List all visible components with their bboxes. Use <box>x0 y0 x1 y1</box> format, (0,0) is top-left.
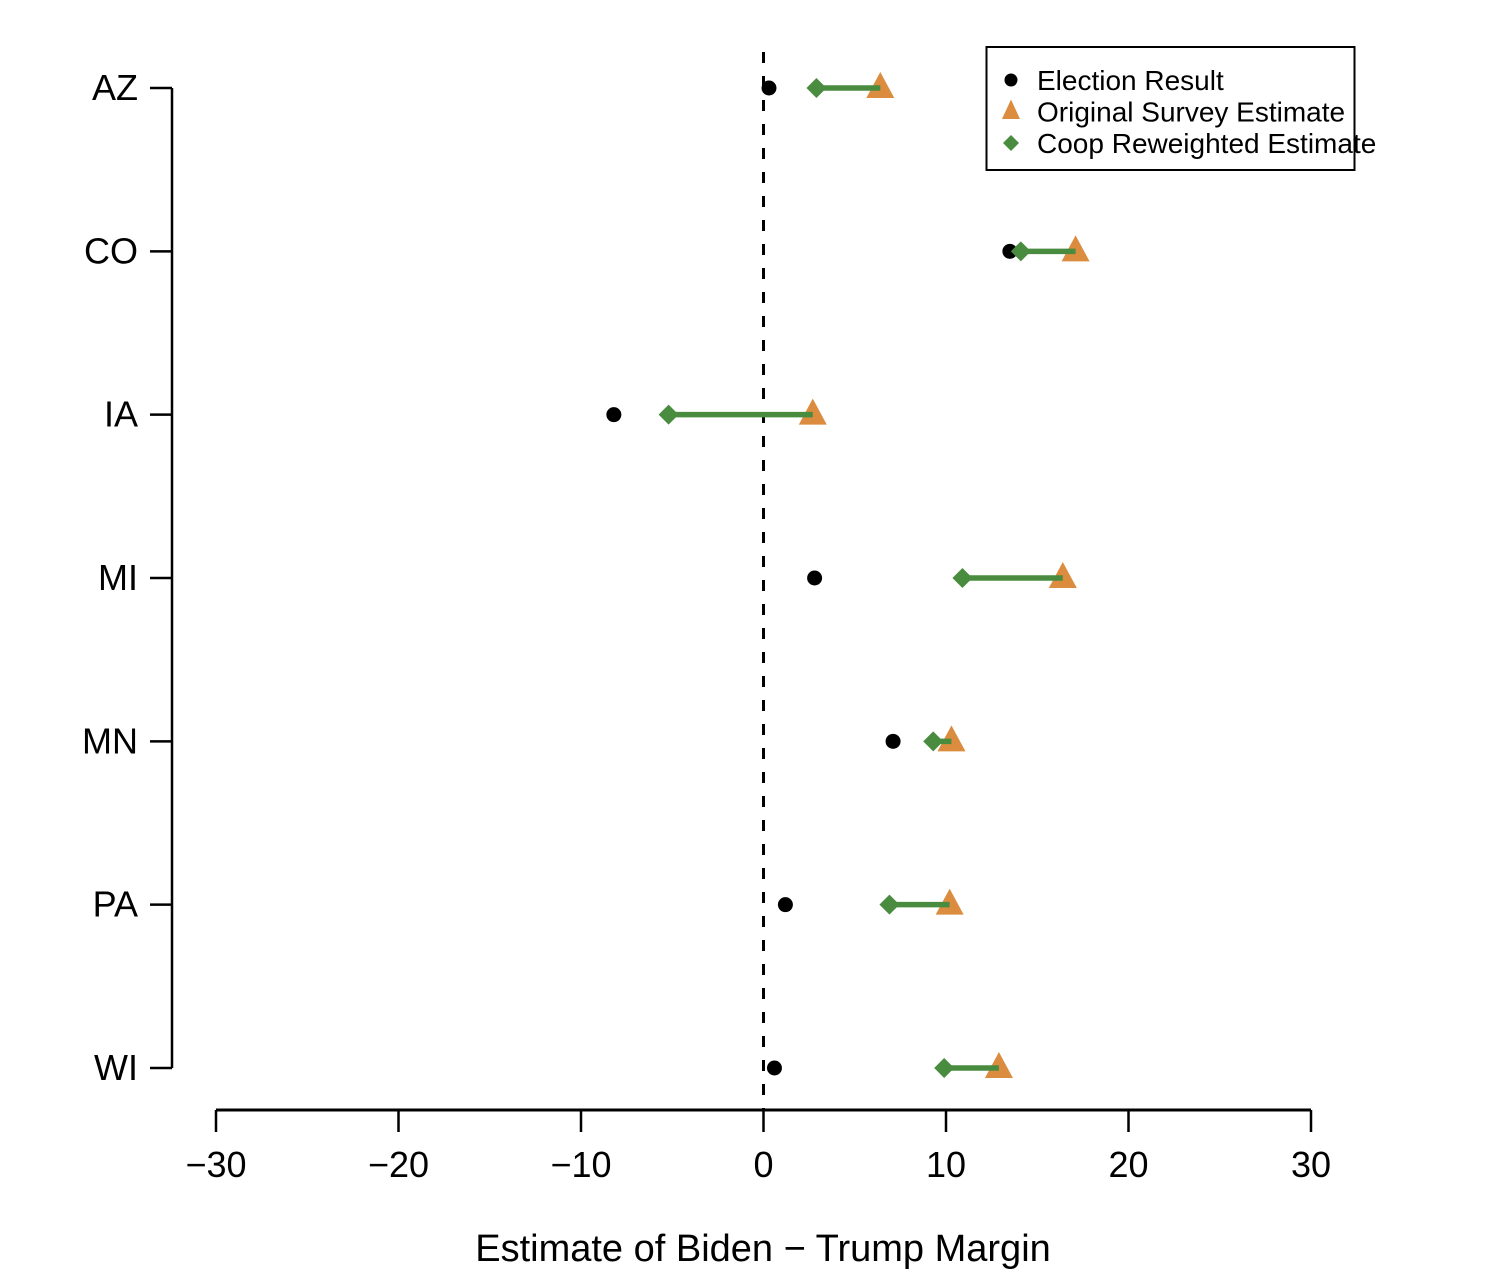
election-result-point-pa <box>777 897 793 913</box>
original-survey-point-pa <box>935 888 964 915</box>
legend-box <box>985 46 1356 171</box>
legend-label-3: Coop Reweighted Estimate <box>1037 128 1376 159</box>
legend-label-1: Election Result <box>1037 65 1224 96</box>
x-tick-label--30: −30 <box>185 1144 246 1185</box>
original-survey-point-mi <box>1048 562 1077 588</box>
x-tick-label--10: −10 <box>550 1144 611 1185</box>
original-survey-point-az <box>866 72 895 98</box>
election-result-point-wi <box>766 1060 782 1076</box>
legend-marker-diamond-icon <box>1003 135 1019 151</box>
y-tick-label-co: CO <box>84 230 138 271</box>
y-tick-label-wi: WI <box>94 1047 138 1088</box>
election-result-point-co <box>1002 243 1018 259</box>
election-result-point-mn <box>885 733 901 749</box>
original-survey-point-wi <box>984 1052 1013 1078</box>
original-survey-point-mn <box>937 725 966 752</box>
x-tick-label-20: 20 <box>1108 1144 1148 1185</box>
original-survey-point-co <box>1061 235 1090 262</box>
x-tick-label-0: 0 <box>753 1144 773 1185</box>
coop-reweighted-point-mi <box>952 568 973 588</box>
y-tick-label-az: AZ <box>92 67 138 108</box>
election-result-point-mi <box>807 570 823 586</box>
x-tick-label-10: 10 <box>926 1144 966 1185</box>
legend-label-2: Original Survey Estimate <box>1037 97 1345 128</box>
y-tick-label-mn: MN <box>82 720 138 761</box>
x-tick-label--20: −20 <box>368 1144 429 1185</box>
coop-reweighted-point-pa <box>879 894 900 915</box>
election-result-point-ia <box>606 407 622 423</box>
legend-marker-circle-icon <box>1004 73 1018 87</box>
y-tick-label-mi: MI <box>98 557 138 598</box>
election-result-point-az <box>761 80 777 96</box>
x-tick-label-30: 30 <box>1291 1144 1331 1185</box>
y-tick-label-pa: PA <box>93 884 138 925</box>
x-axis-title: Estimate of Biden − Trump Margin <box>475 1228 1051 1270</box>
coop-reweighted-point-ia <box>658 404 679 425</box>
original-survey-point-ia <box>798 398 827 425</box>
legend-marker-triangle-icon <box>1002 99 1020 119</box>
coop-reweighted-point-az <box>806 78 827 98</box>
coop-reweighted-point-co <box>1010 241 1031 262</box>
y-tick-label-ia: IA <box>104 394 138 435</box>
coop-reweighted-point-mn <box>923 731 944 752</box>
coop-reweighted-point-wi <box>934 1058 955 1078</box>
